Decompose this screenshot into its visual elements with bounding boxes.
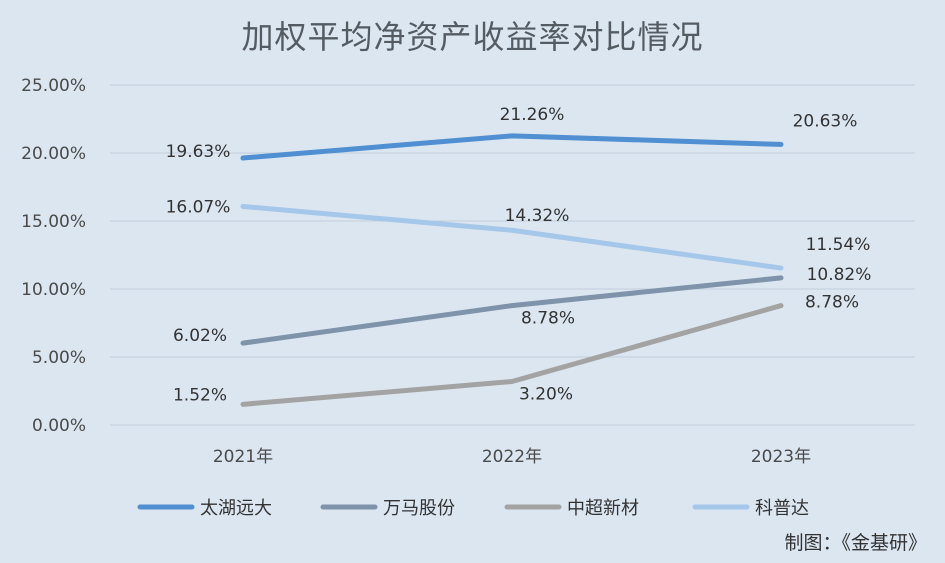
data-label: 11.54% (806, 235, 871, 255)
x-tick-label: 2021年 (213, 447, 273, 467)
y-tick-label: 10.00% (21, 280, 86, 300)
series-line (240, 275, 784, 346)
data-label: 8.78% (805, 293, 859, 313)
data-label: 21.26% (500, 105, 565, 125)
data-label: 10.82% (807, 265, 872, 285)
y-tick-label: 15.00% (21, 212, 86, 232)
series-line (240, 203, 784, 271)
legend-label: 中超新材 (567, 498, 639, 519)
series-line (240, 133, 784, 161)
series-line (240, 303, 784, 407)
y-tick-label: 5.00% (32, 348, 86, 368)
data-label: 20.63% (793, 111, 858, 131)
chart-title: 加权平均净资产收益率对比情况 (241, 18, 704, 56)
legend-label: 太湖远大 (200, 498, 272, 519)
legend-label: 科普达 (755, 498, 809, 519)
y-tick-label: 25.00% (21, 76, 86, 96)
data-label: 3.20% (519, 384, 573, 404)
data-label: 16.07% (166, 197, 231, 217)
data-label: 19.63% (166, 142, 231, 162)
data-label: 8.78% (521, 309, 575, 329)
data-label: 1.52% (173, 385, 227, 405)
x-tick-label: 2022年 (482, 447, 542, 467)
legend-label: 万马股份 (383, 498, 455, 519)
y-tick-label: 20.00% (21, 144, 86, 164)
x-tick-label: 2023年 (751, 447, 811, 467)
data-label: 14.32% (505, 206, 570, 226)
credit-text: 制图：《金基研》 (784, 532, 927, 554)
y-tick-label: 0.00% (32, 416, 86, 436)
data-label: 6.02% (173, 326, 227, 346)
